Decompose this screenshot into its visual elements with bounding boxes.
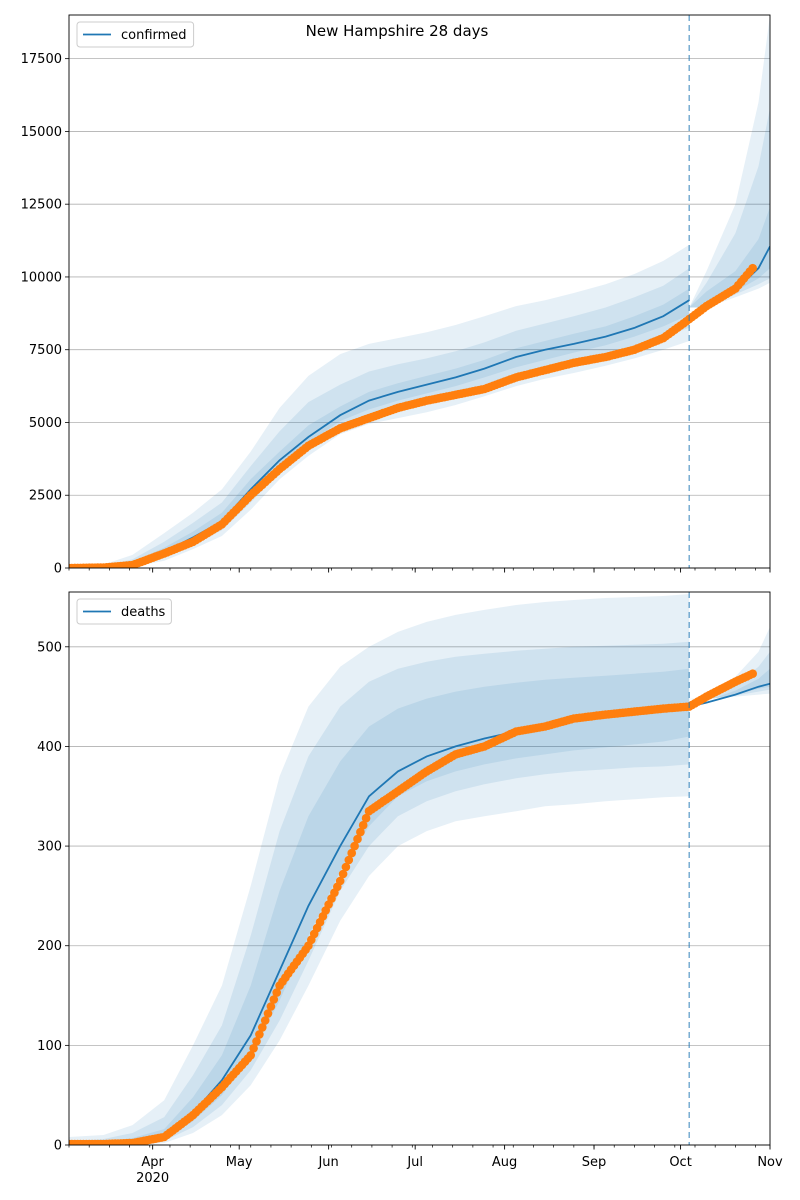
y-tick-label: 5000 xyxy=(29,416,62,431)
deaths-observed-point xyxy=(335,876,345,886)
deaths-axes-frame xyxy=(68,591,771,1146)
confirmed-forecast-band xyxy=(689,207,770,308)
x-tick-year-label: 2020 xyxy=(136,1171,169,1186)
x-tick-label: Jul xyxy=(406,1155,423,1170)
y-tick-label: 12500 xyxy=(21,198,62,213)
deaths-uncertainty-band xyxy=(69,641,690,1145)
deaths-observed-point xyxy=(748,669,757,678)
deaths-observed-point xyxy=(269,995,279,1004)
deaths-observed-point xyxy=(246,1051,255,1060)
y-tick-label: 2500 xyxy=(29,489,62,504)
x-tick-label: Apr xyxy=(141,1155,164,1170)
confirmed-legend-label: confirmed xyxy=(121,28,187,43)
deaths-forecast-band xyxy=(689,651,770,701)
deaths-legend-box xyxy=(76,598,172,625)
confirmed-forecast-band xyxy=(689,108,770,308)
figure-title: New Hampshire 28 days xyxy=(306,22,489,40)
deaths-observed-point xyxy=(266,1002,276,1011)
deaths-observed-point xyxy=(353,834,362,844)
confirmed-axes-frame xyxy=(68,14,771,569)
deaths-observed-point xyxy=(356,827,365,837)
x-tick-label: Aug xyxy=(492,1155,517,1170)
deaths-observed-point xyxy=(272,988,282,997)
deaths-forecast-band xyxy=(689,668,770,701)
deaths-plot-area xyxy=(69,594,770,1145)
confirmed-uncertainty-band xyxy=(69,288,690,568)
deaths-observed-point xyxy=(341,862,351,872)
confirmed-legend-box xyxy=(76,21,195,48)
deaths-observed-point xyxy=(344,855,354,865)
confirmed-uncertainty-band xyxy=(69,268,690,568)
deaths-observed-point xyxy=(252,1037,261,1046)
confirmed-forecast-band xyxy=(689,15,770,308)
x-tick-label: Sep xyxy=(582,1155,607,1170)
deaths-observed-point xyxy=(358,820,368,830)
confirmed-panel: 0 2500 5000 7500 10000 12500 15000 17500 confirm… xyxy=(21,14,771,577)
y-tick-label: 300 xyxy=(37,840,62,855)
confirmed-observed-point xyxy=(748,263,757,273)
x-tick-label: May xyxy=(226,1155,253,1170)
confirmed-uncertainty-band xyxy=(69,244,690,568)
y-tick-label: 400 xyxy=(37,740,62,755)
y-tick-label: 0 xyxy=(54,562,62,577)
y-tick-label: 0 xyxy=(54,1139,62,1154)
confirmed-plot-area xyxy=(69,15,770,568)
x-tick-label: Oct xyxy=(669,1155,691,1170)
deaths-observed-point xyxy=(249,1044,258,1053)
x-tick-label: Nov xyxy=(757,1155,783,1170)
y-tick-label: 200 xyxy=(37,939,62,954)
x-tick-label: Jun xyxy=(317,1155,338,1170)
y-tick-label: 10000 xyxy=(21,270,62,285)
deaths-observed-point xyxy=(258,1023,267,1032)
y-tick-label: 17500 xyxy=(21,52,62,67)
y-tick-label: 7500 xyxy=(29,343,62,358)
y-tick-label: 15000 xyxy=(21,125,62,140)
y-tick-label: 100 xyxy=(37,1039,62,1054)
deaths-observed-point xyxy=(260,1016,270,1025)
deaths-observed-point xyxy=(338,869,348,879)
deaths-observed-point xyxy=(347,848,357,858)
deaths-observed-point xyxy=(350,841,359,851)
deaths-observed-point xyxy=(255,1030,264,1039)
deaths-observed-point xyxy=(263,1009,273,1018)
y-tick-label: 500 xyxy=(37,640,62,655)
deaths-forecast-band xyxy=(689,626,770,701)
deaths-observed-point xyxy=(361,813,371,823)
deaths-legend-label: deaths xyxy=(121,605,166,620)
